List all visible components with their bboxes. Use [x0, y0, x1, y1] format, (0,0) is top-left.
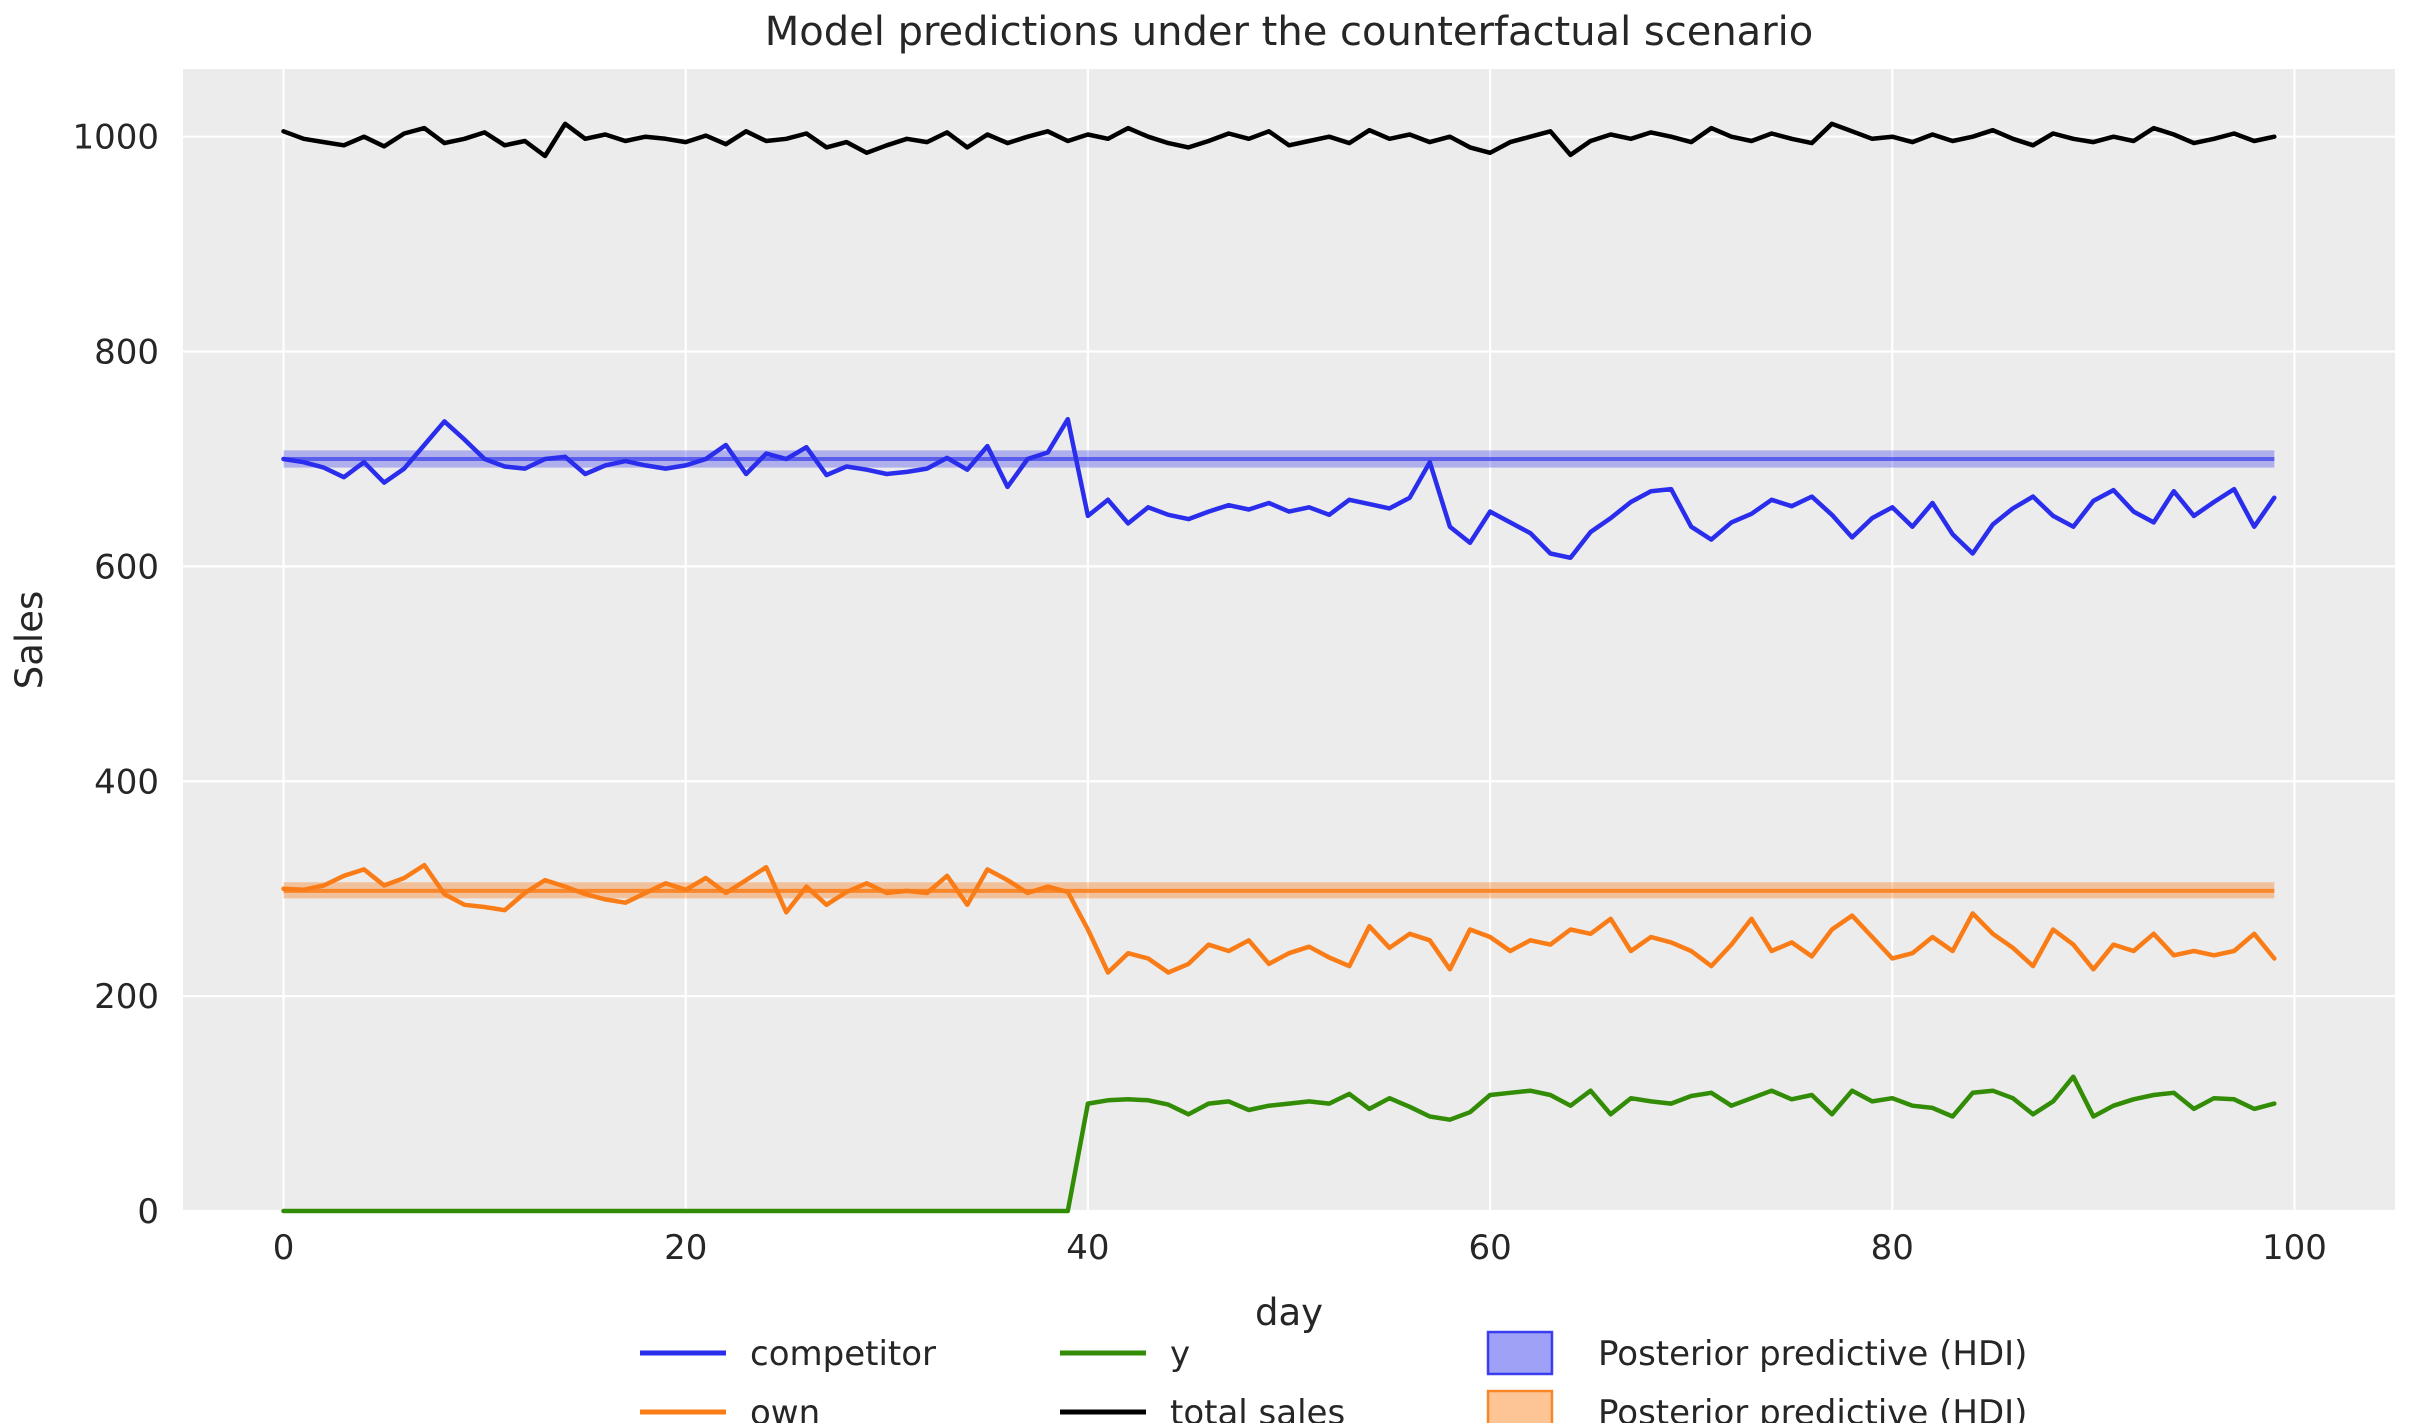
legend-item-posterior-predictive-hdi-: Posterior predictive (HDI): [1486, 1389, 2027, 1427]
y-axis-label: Sales: [8, 591, 51, 689]
competitor-line: [281, 416, 2277, 561]
x-tick-label: 80: [1871, 1228, 1914, 1268]
y-tick-label: 800: [94, 333, 159, 373]
legend-label: Posterior predictive (HDI): [1598, 1393, 2027, 1423]
legend-label: Posterior predictive (HDI): [1598, 1334, 2027, 1374]
total-sales-line: [281, 121, 2277, 159]
legend: competitor own y total sales Posterior predi…: [640, 1330, 2027, 1427]
legend-label: y: [1170, 1334, 1190, 1374]
y-tick-label: 0: [137, 1192, 159, 1232]
y-tick-label: 200: [94, 977, 159, 1017]
legend-item-own: own: [640, 1393, 820, 1427]
x-tick-label: 20: [664, 1228, 707, 1268]
x-tick-label: 0: [273, 1228, 295, 1268]
y-tick-label: 600: [94, 547, 159, 587]
series-lines: [281, 121, 2277, 1214]
x-tick-label: 40: [1066, 1228, 1109, 1268]
legend-label: competitor: [750, 1334, 936, 1374]
legend-item-total-sales: total sales: [1060, 1393, 1345, 1427]
plot-area: [183, 69, 2395, 1211]
legend-patch-swatch: [1486, 1330, 1554, 1376]
x-tick-label: 60: [1468, 1228, 1511, 1268]
chart-title: Model predictions under the counterfactu…: [765, 9, 1813, 55]
y-tick-label: 1000: [72, 118, 159, 158]
y-line: [281, 1074, 2277, 1214]
legend-item-y: y: [1060, 1334, 1190, 1374]
legend-label: own: [750, 1393, 820, 1423]
own-line: [281, 862, 2277, 975]
hdi-bands: [283, 450, 2275, 899]
y-tick-label: 400: [94, 762, 159, 802]
x-tick-label: 100: [2262, 1228, 2327, 1268]
x-axis-label: day: [1255, 1291, 1323, 1334]
legend-item-competitor: competitor: [640, 1334, 936, 1374]
legend-item-posterior-predictive-hdi-: Posterior predictive (HDI): [1486, 1330, 2027, 1376]
legend-patch-swatch: [1486, 1389, 1554, 1427]
legend-label: total sales: [1170, 1393, 1345, 1423]
